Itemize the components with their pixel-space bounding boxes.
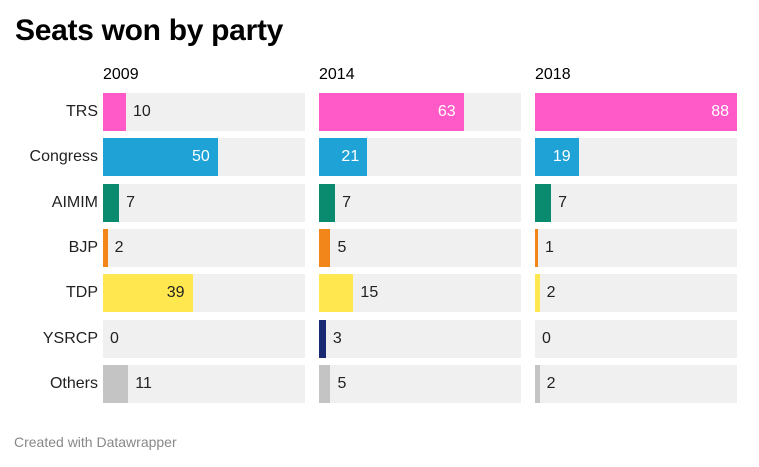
- year-header-2009: 2009: [103, 66, 139, 83]
- bar-2014-trs: [319, 93, 464, 131]
- bar-2018-aimim: [535, 183, 552, 222]
- bar-track-2009-others: 11: [103, 364, 305, 403]
- bar-track-2018-tdp: 2: [535, 274, 737, 313]
- bar-2018-bjp: [535, 228, 538, 267]
- value-label-2014-trs: 63: [437, 103, 456, 120]
- value-label-2009-ysrcp: 0: [110, 329, 119, 347]
- value-label-2014-bjp: 5: [337, 238, 347, 256]
- party-label-ysrcp: YSRCP: [42, 329, 98, 347]
- value-label-2014-tdp: 15: [360, 284, 379, 302]
- bar-2009-others: [103, 364, 129, 403]
- value-label-2009-tdp: 39: [166, 284, 185, 302]
- bar-2018-others: [535, 364, 540, 403]
- bar-2014-tdp: [319, 274, 354, 313]
- bar-track-2014-aimim: 7: [319, 183, 521, 222]
- bar-track-2009-ysrcp: 0: [103, 319, 305, 358]
- bar-track-2018-congress: 19: [535, 138, 737, 177]
- bar-track-2014-others: 5: [319, 364, 521, 403]
- bar-track-2009-tdp: 39: [103, 274, 305, 313]
- value-label-2014-congress: 21: [341, 148, 360, 166]
- value-label-2018-ysrcp: 0: [542, 329, 551, 347]
- value-label-2014-aimim: 7: [342, 193, 351, 211]
- bar-2009-tdp: [103, 274, 193, 313]
- bar-track-2009-congress: 50: [103, 138, 305, 177]
- bar-2018-tdp: [535, 274, 540, 313]
- bar-track-2014-tdp: 15: [319, 274, 521, 313]
- party-label-trs: TRS: [66, 103, 98, 120]
- bar-2018-trs: [535, 93, 737, 131]
- bar-track-2018-others: 2: [535, 364, 737, 403]
- bar-track-2014-bjp: 5: [319, 228, 521, 267]
- chart-title: Seats won by party: [15, 14, 284, 47]
- value-label-2018-congress: 19: [552, 148, 571, 166]
- bar-2014-ysrcp: [319, 319, 326, 358]
- bar-track-2009-bjp: 2: [103, 228, 305, 267]
- value-label-2018-aimim: 7: [558, 193, 567, 211]
- party-label-bjp: BJP: [68, 238, 98, 256]
- bar-2014-congress: [319, 138, 368, 177]
- value-label-2009-bjp: 2: [114, 238, 124, 256]
- value-label-2009-aimim: 7: [126, 193, 135, 211]
- bar-track-2014-ysrcp: 3: [319, 319, 521, 358]
- value-label-2018-trs: 88: [711, 103, 729, 120]
- bar-track-2014-congress: 21: [319, 138, 521, 177]
- party-label-tdp: TDP: [66, 284, 98, 302]
- bar-track-2009-aimim: 7: [103, 183, 305, 222]
- bar-track-2018-ysrcp: 0: [535, 319, 737, 358]
- bar-track-2018-aimim: 7: [535, 183, 737, 222]
- value-label-2009-congress: 50: [191, 148, 210, 166]
- value-label-2018-others: 2: [546, 374, 556, 392]
- bar-2014-bjp: [319, 228, 331, 267]
- footer-credit: Created with Datawrapper: [14, 434, 177, 450]
- bar-2009-congress: [103, 138, 218, 177]
- value-label-2014-others: 5: [337, 374, 347, 392]
- value-label-2009-trs: 10: [132, 103, 151, 120]
- party-label-others: Others: [49, 374, 98, 392]
- bar-2009-aimim: [103, 183, 120, 222]
- bar-track-2018-trs: 88: [535, 93, 737, 131]
- bar-track-2018-bjp: 1: [535, 228, 737, 267]
- year-header-2014: 2014: [319, 66, 355, 83]
- bar-track-2009-trs: 10: [103, 93, 305, 131]
- bar-2014-aimim: [319, 183, 336, 222]
- party-label-aimim: AIMIM: [51, 193, 98, 211]
- bar-2009-trs: [103, 93, 126, 131]
- bar-track-2014-trs: 63: [319, 93, 521, 131]
- year-header-2018: 2018: [535, 66, 571, 83]
- bar-2009-bjp: [103, 228, 108, 267]
- bar-2018-congress: [535, 138, 579, 177]
- value-label-2018-tdp: 2: [546, 284, 556, 302]
- value-label-2018-bjp: 1: [545, 238, 554, 256]
- bar-2014-others: [319, 364, 331, 403]
- value-label-2009-others: 11: [135, 374, 152, 392]
- value-label-2014-ysrcp: 3: [332, 329, 342, 347]
- party-label-congress: Congress: [29, 148, 98, 166]
